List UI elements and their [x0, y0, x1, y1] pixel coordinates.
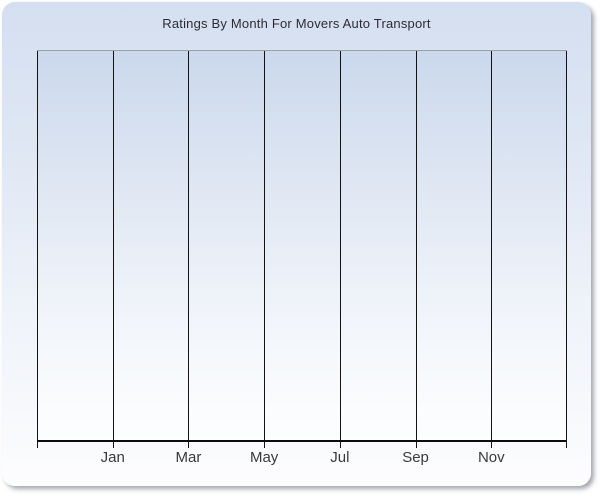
vertical-gridline — [339, 51, 341, 440]
vertical-gridline — [112, 51, 114, 440]
x-axis-tick — [415, 442, 417, 448]
plot-area — [37, 50, 567, 442]
chart-panel: Ratings By Month For Movers Auto Transpo… — [2, 2, 591, 486]
x-axis-label: Jul — [330, 449, 350, 466]
x-axis-label: Jan — [100, 449, 125, 466]
x-axis-tick — [37, 442, 38, 448]
chart-title: Ratings By Month For Movers Auto Transpo… — [162, 16, 431, 31]
x-axis-label: Sep — [402, 449, 429, 466]
vertical-gridline — [188, 51, 190, 440]
x-axis-tick — [566, 442, 567, 448]
x-axis-tick — [491, 442, 493, 448]
x-axis-tick — [339, 442, 341, 448]
x-axis-label: Mar — [175, 449, 202, 466]
x-axis-label: May — [249, 449, 279, 466]
x-axis-tick — [264, 442, 266, 448]
vertical-gridline — [566, 51, 567, 440]
x-axis: Jan Mar May Jul Sep Nov — [37, 442, 567, 472]
vertical-gridline — [415, 51, 417, 440]
vertical-gridline — [264, 51, 266, 440]
x-axis-tick — [188, 442, 190, 448]
vertical-gridline — [491, 51, 493, 440]
x-axis-label: Nov — [477, 449, 505, 466]
x-axis-tick — [112, 442, 114, 448]
vertical-gridline — [37, 51, 38, 440]
